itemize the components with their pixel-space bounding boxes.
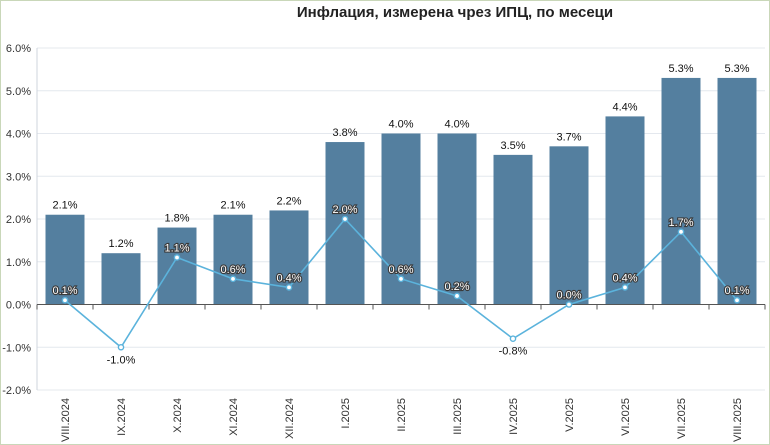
bar [325,142,365,305]
x-tick-label: I.2025 [340,398,352,429]
y-tick-label: 0.0% [6,300,31,312]
line-data-label: 1.1% [164,242,189,254]
x-tick-label: IV.2025 [508,398,520,435]
bar [213,214,253,305]
chart-title: Инфлация, измерена чрез ИПЦ, по месеци [296,4,614,21]
bar-data-label: 2.1% [52,200,77,212]
x-tick-label: X.2024 [172,398,184,433]
x-tick-label: V.2025 [564,398,576,432]
bar [437,133,477,305]
x-tick-label: VI.2025 [620,398,632,436]
line-data-label: 0.6% [220,264,245,276]
bar-data-label: 2.1% [220,200,245,212]
x-tick-label: XII.2024 [284,398,296,439]
bar-data-label: 5.3% [668,63,693,75]
x-tick-label: II.2025 [396,398,408,432]
bar-data-label: 3.7% [556,131,581,143]
bar-data-label: 2.2% [276,195,301,207]
line-data-label: 0.2% [444,281,469,293]
line-point [117,343,125,351]
y-tick-label: -1.0% [2,342,31,354]
bar-data-label: 3.8% [332,127,357,139]
line-point [621,284,629,291]
line-point [229,275,237,283]
line-data-label: 0.4% [276,272,301,284]
line-point [733,296,741,304]
line-point [565,301,573,308]
y-tick-label: 2.0% [6,214,31,226]
bar-data-label: 4.4% [612,101,637,113]
line-point [173,254,181,261]
line-data-label: 0.1% [52,285,77,297]
bar-data-label: 1.2% [108,238,133,250]
bar-data-label: 4.0% [388,119,413,131]
line-data-label: 0.0% [556,290,581,302]
y-tick-label: 5.0% [6,86,31,98]
y-tick-label: 1.0% [6,257,31,269]
bar [101,253,141,305]
y-tick-label: 4.0% [6,129,31,141]
line-data-label: 0.6% [388,264,413,276]
bar [549,146,589,305]
line-data-label: 1.7% [668,217,693,229]
x-tick-label: XI.2024 [228,398,240,436]
bar [605,116,645,305]
line-point [285,284,293,291]
bar-data-label: 1.8% [164,213,189,225]
line-point [397,275,405,283]
y-tick-label: -2.0% [2,385,31,397]
line-data-label: -1.0% [107,354,136,366]
bar [45,214,85,305]
x-tick-label: VII.2025 [676,398,688,439]
line-data-label: 0.1% [724,285,749,297]
line-point [453,292,461,300]
bar-data-label: 5.3% [724,63,749,75]
x-tick-label: VIII.2025 [732,398,744,442]
x-tick-label: IX.2024 [116,398,128,436]
bar-data-label: 3.5% [500,140,525,152]
bar [157,227,197,305]
bar [493,154,533,305]
line-point [341,215,349,223]
line-point [677,228,685,236]
line-data-label: -0.8% [499,346,528,358]
line-data-label: 0.4% [612,272,637,284]
line-point [61,296,69,304]
bar [661,77,701,305]
x-tick-label: III.2025 [452,398,464,435]
line-data-label: 2.0% [332,204,357,216]
bar-data-label: 4.0% [444,119,469,131]
x-tick-label: VIII.2024 [60,398,72,442]
bar [717,77,757,305]
line-point [509,335,517,343]
y-tick-label: 6.0% [6,43,31,55]
y-tick-label: 3.0% [6,171,31,183]
